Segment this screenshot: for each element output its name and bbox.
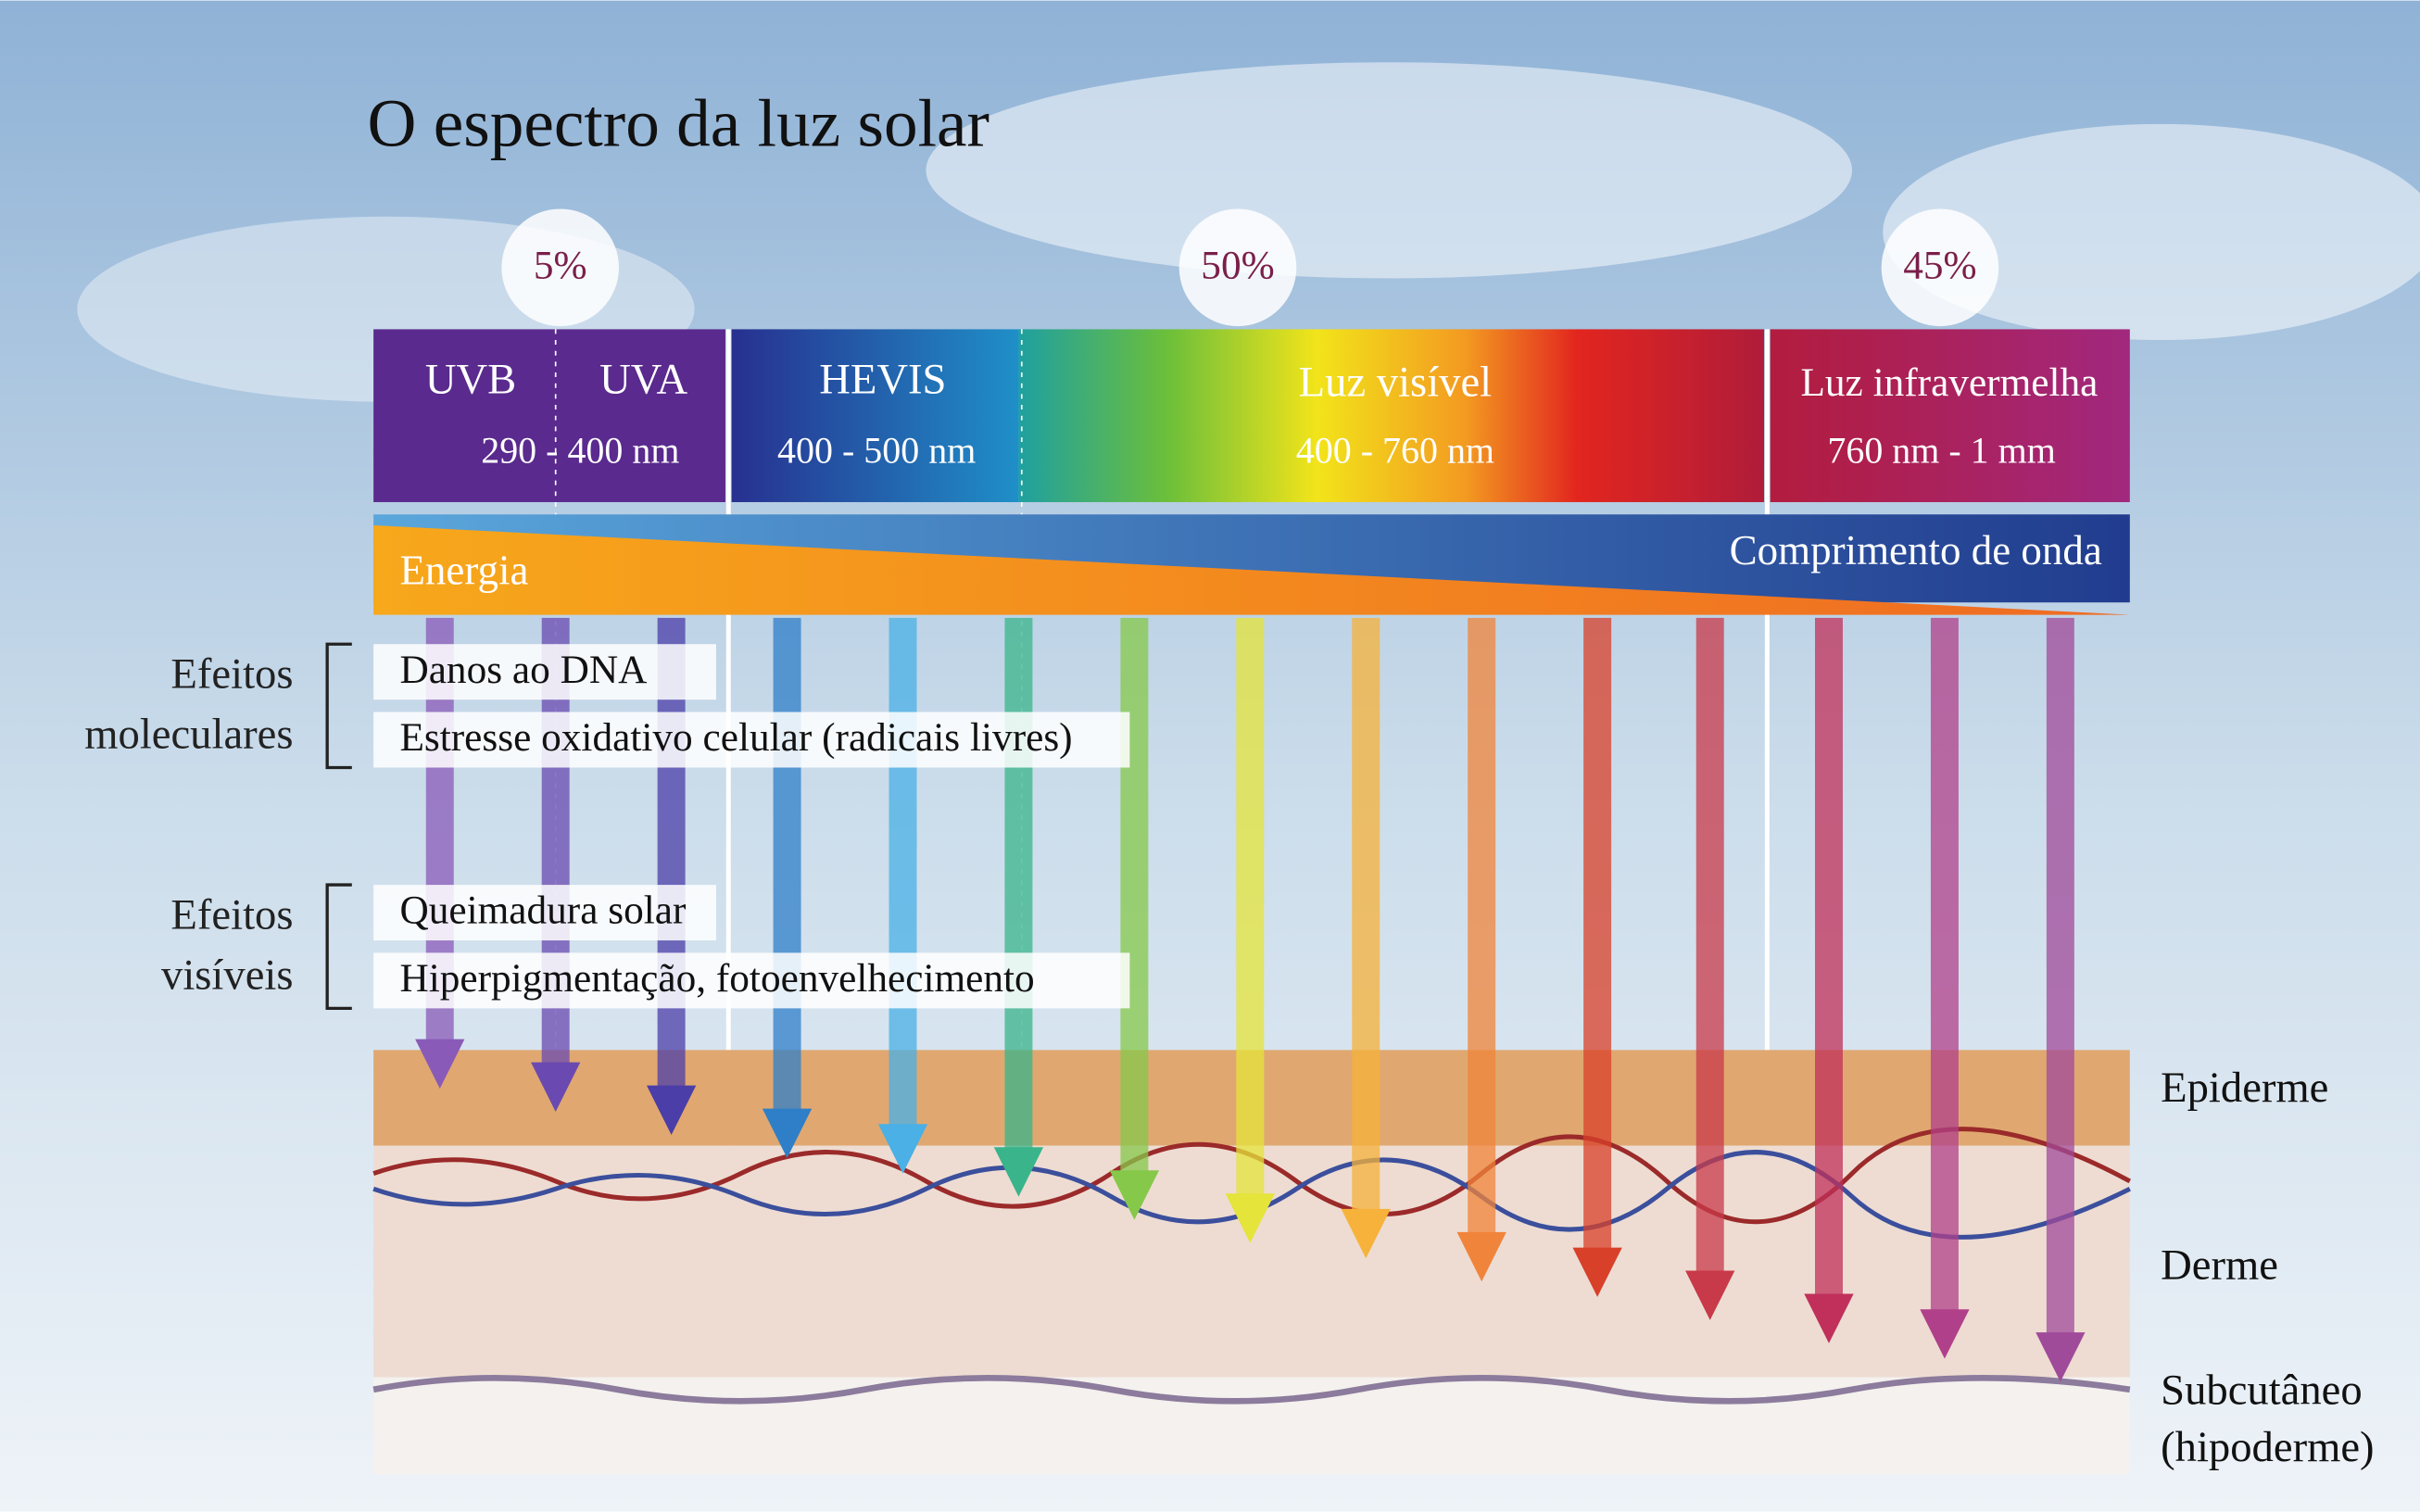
skin-layer-label: (hipoderme) <box>2161 1423 2374 1471</box>
band-range: 400 - 760 nm <box>1296 430 1494 472</box>
light-arrow-head <box>531 1062 581 1112</box>
light-arrow-shaft <box>1930 617 1959 1313</box>
title: O espectro da luz solar <box>367 85 989 160</box>
light-arrow-head <box>1456 1231 1506 1282</box>
skin-layer-label: Epiderme <box>2161 1064 2328 1112</box>
band-range: 290 - 400 nm <box>481 430 679 472</box>
light-arrow-head <box>993 1147 1044 1197</box>
skin-layer-label: Subcutâneo <box>2161 1367 2363 1415</box>
band-label: HEVIS <box>819 355 946 403</box>
effect-box <box>373 952 1130 1009</box>
effect-box <box>373 712 1130 768</box>
light-arrow-shaft <box>1004 617 1033 1151</box>
energy-wedge <box>373 524 2130 615</box>
light-arrow-head <box>1804 1293 1854 1343</box>
light-arrow-head <box>877 1124 928 1174</box>
effect-group-label: Efeitos <box>170 650 293 699</box>
effect-item: Estresse oxidativo celular (radicais liv… <box>399 715 1072 760</box>
energy-label: Energia <box>399 548 528 594</box>
infrared-band <box>1770 329 2130 502</box>
light-arrow-head <box>1572 1247 1622 1297</box>
light-arrow-head <box>1109 1170 1160 1220</box>
hevis-band <box>731 329 1019 502</box>
share-label: 5% <box>534 243 587 287</box>
share-label: 45% <box>1903 243 1976 287</box>
light-arrow-shaft <box>889 617 917 1128</box>
light-arrow-head <box>1225 1193 1275 1243</box>
effect-group-label: visíveis <box>161 951 293 999</box>
effect-group-label: Efeitos <box>170 890 293 939</box>
light-arrow-shaft <box>1120 617 1149 1174</box>
wavelength-label: Comprimento de onda <box>1730 527 2102 573</box>
effect-box <box>373 885 716 941</box>
share-label: 50% <box>1201 243 1274 287</box>
light-arrow-head <box>1920 1309 1970 1359</box>
vessel <box>372 1374 2131 1405</box>
light-arrow-shaft <box>1468 617 1496 1236</box>
band-range: 400 - 500 nm <box>777 430 976 472</box>
uv-band <box>373 329 725 502</box>
effect-item: Hiperpigmentação, fotoenvelhecimento <box>399 956 1034 1001</box>
light-arrow-head <box>2036 1332 2086 1382</box>
bracket <box>325 642 352 770</box>
light-arrow-shaft <box>2046 617 2074 1336</box>
light-arrow-shaft <box>1236 617 1265 1197</box>
band-label: UVA <box>599 355 687 403</box>
band-label: Luz infravermelha <box>1800 360 2098 405</box>
visible-band <box>1018 329 1765 502</box>
skin-layer-label: Derme <box>2161 1241 2278 1290</box>
cloud <box>1883 123 2420 341</box>
effect-group-label: moleculares <box>84 711 293 759</box>
light-arrow-head <box>1341 1208 1391 1259</box>
light-arrow-shaft <box>1815 617 1843 1297</box>
light-arrow-head <box>762 1108 813 1158</box>
band-label: Luz visível <box>1299 359 1493 407</box>
band-range: 760 nm - 1 mm <box>1827 430 2055 472</box>
bracket <box>325 883 352 1011</box>
effect-item: Danos ao DNA <box>399 648 647 692</box>
light-arrow-shaft <box>1695 617 1724 1274</box>
light-arrow-head <box>1685 1270 1735 1320</box>
band-label: UVB <box>425 355 516 403</box>
effect-box <box>373 644 716 700</box>
light-arrow-head <box>646 1085 697 1135</box>
share-circle <box>501 208 619 327</box>
cloud <box>926 62 1852 279</box>
light-arrow-head <box>415 1039 465 1089</box>
light-arrow-shaft <box>1583 617 1612 1251</box>
share-circle <box>1178 208 1297 327</box>
light-arrow-shaft <box>1352 617 1380 1213</box>
share-circle <box>1881 208 1999 327</box>
effect-item: Queimadura solar <box>399 888 687 933</box>
light-arrow-shaft <box>773 617 801 1112</box>
